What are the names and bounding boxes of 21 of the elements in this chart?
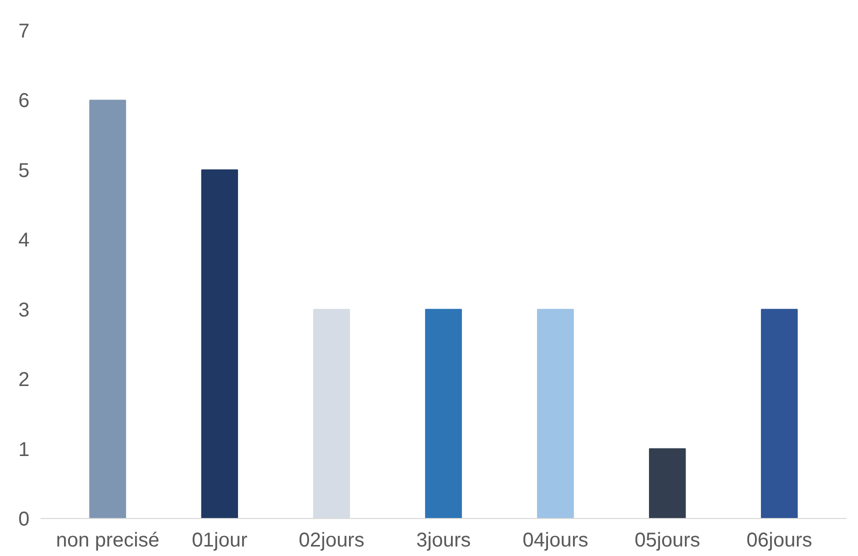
y-tick-label: 6 — [18, 90, 30, 112]
bar — [537, 308, 574, 518]
bar — [648, 448, 686, 518]
y-tick-label: 0 — [18, 508, 30, 530]
x-tick-label: non precisé — [56, 530, 160, 552]
bar — [201, 169, 238, 518]
x-tick-label: 04jours — [522, 530, 588, 552]
x-tick-label: 01jour — [192, 530, 248, 552]
y-tick-label: 3 — [18, 299, 30, 322]
x-tick-label: 02jours — [298, 530, 364, 552]
y-tick-label: 4 — [18, 230, 30, 252]
x-tick-label: 06jours — [746, 530, 812, 552]
bar — [425, 308, 462, 518]
x-tick-label: 3jours — [416, 530, 471, 552]
x-tick-label: 05jours — [634, 530, 700, 552]
y-tick-label: 5 — [18, 160, 30, 182]
y-tick-label: 7 — [18, 20, 30, 42]
y-tick-label: 1 — [18, 438, 30, 461]
bar — [89, 100, 126, 518]
bar — [760, 308, 798, 518]
y-tick-label: 2 — [18, 369, 30, 392]
